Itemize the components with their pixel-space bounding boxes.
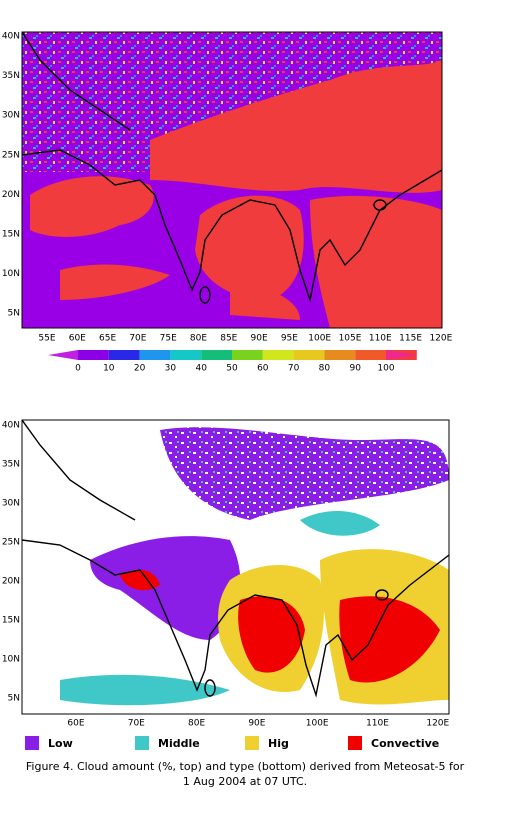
legend-label: Convective xyxy=(371,737,439,750)
lon-label: 110E xyxy=(366,719,389,729)
lat-label: 25N xyxy=(2,150,20,160)
colorbar-segment xyxy=(262,350,294,360)
lon-label: 65E xyxy=(99,334,116,344)
caption: Figure 4. Cloud amount (%, top) and type… xyxy=(26,760,465,773)
lat-label: 10N xyxy=(2,655,20,665)
colorbar-segment xyxy=(293,350,325,360)
colorbar-segment xyxy=(139,350,171,360)
lon-label: 120E xyxy=(426,719,449,729)
colorbar-label: 50 xyxy=(226,364,238,374)
colorbar-segment xyxy=(78,350,109,360)
lon-label: 90E xyxy=(248,719,265,729)
lon-label: 100E xyxy=(306,719,329,729)
colorbar-label: 90 xyxy=(349,364,361,374)
cloud-amount-map xyxy=(22,32,442,328)
legend-swatch xyxy=(348,736,362,750)
legend-label: Hig xyxy=(268,737,289,750)
colorbar-label: 70 xyxy=(288,364,300,374)
lat-label: 40N xyxy=(2,421,20,431)
legend-swatch xyxy=(25,736,39,750)
legend-label: Low xyxy=(48,737,73,750)
colorbar-segment xyxy=(232,350,263,360)
lat-label: 30N xyxy=(2,111,20,121)
lat-label: 20N xyxy=(2,190,20,200)
colorbar-label: 60 xyxy=(257,364,269,374)
lat-label: 40N xyxy=(2,32,20,42)
lon-label: 75E xyxy=(160,334,177,344)
colorbar-segment xyxy=(108,350,140,360)
cloud-type-map xyxy=(22,420,449,714)
lon-label: 115E xyxy=(399,334,422,344)
map-frame xyxy=(21,419,450,715)
colorbar-label: 100 xyxy=(377,364,394,374)
lon-label: 60E xyxy=(67,719,84,729)
lon-label: 70E xyxy=(128,719,145,729)
colorbar-label: 10 xyxy=(103,364,115,374)
lat-label: 35N xyxy=(2,460,20,470)
colorbar-segment xyxy=(170,350,202,360)
lat-label: 15N xyxy=(2,616,20,626)
colorbar-label: 0 xyxy=(75,364,81,374)
lat-label: 20N xyxy=(2,577,20,587)
lat-label: 25N xyxy=(2,538,20,548)
lon-label: 100E xyxy=(308,334,331,344)
lat-label: 10N xyxy=(2,269,20,279)
colorbar-label: 40 xyxy=(195,364,207,374)
lon-label: 60E xyxy=(69,334,86,344)
colorbar-segment xyxy=(201,350,232,360)
lon-label: 95E xyxy=(281,334,298,344)
lat-label: 35N xyxy=(2,71,20,81)
colorbar-end xyxy=(386,350,417,360)
lat-label: 15N xyxy=(2,230,20,240)
lat-label: 30N xyxy=(2,499,20,509)
colorbar-segment xyxy=(355,350,386,360)
lon-label: 110E xyxy=(369,334,392,344)
map-frame xyxy=(21,31,443,329)
colorbar-label: 30 xyxy=(165,364,177,374)
lon-label: 105E xyxy=(339,334,362,344)
lat-label: 5N xyxy=(8,309,20,319)
caption: 1 Aug 2004 at 07 UTC. xyxy=(183,775,307,788)
lon-label: 70E xyxy=(129,334,146,344)
lon-label: 80E xyxy=(190,334,207,344)
legend-swatch xyxy=(245,736,259,750)
lon-label: 55E xyxy=(38,334,55,344)
lon-label: 80E xyxy=(188,719,205,729)
legend-label: Middle xyxy=(158,737,200,750)
lon-label: 85E xyxy=(220,334,237,344)
colorbar-label: 20 xyxy=(134,364,146,374)
lon-label: 120E xyxy=(429,334,452,344)
legend-swatch xyxy=(135,736,149,750)
colorbar-segment xyxy=(324,350,356,360)
colorbar-label: 80 xyxy=(319,364,331,374)
lon-label: 90E xyxy=(251,334,268,344)
lat-label: 5N xyxy=(8,694,20,704)
colorbar-end xyxy=(48,350,78,360)
